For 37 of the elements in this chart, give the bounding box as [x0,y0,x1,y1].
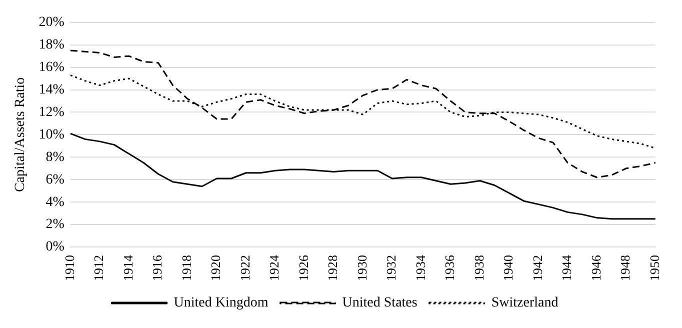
x-tick-label: 1914 [120,254,136,281]
y-axis-title: Capital/Assets Ratio [13,77,28,192]
x-tick-label: 1940 [500,255,516,281]
y-tick-label: 14% [38,82,65,98]
y-tick-label: 0% [46,240,65,255]
x-tick-label: 1932 [384,255,399,281]
y-tick-label: 4% [46,194,65,210]
line-series [70,50,656,178]
x-tick-label: 1924 [266,254,282,281]
x-tick-label: 1910 [62,255,77,281]
y-tick-label: 10% [38,127,65,142]
x-tick-label: 1946 [588,254,604,281]
x-tick-label: 1938 [471,255,486,281]
y-tick-label: 18% [38,38,65,53]
x-tick-label: 1944 [559,254,574,281]
y-tick-label: 12% [38,104,65,120]
x-tick-label: 1934 [412,254,428,281]
legend-label: Switzerland [491,296,558,311]
x-tick-label: 1948 [618,255,633,281]
legend-label: United States [342,296,418,311]
x-tick-label: 1950 [646,255,662,281]
x-tick-label: 1912 [91,255,106,281]
x-tick-label: 1942 [530,255,545,281]
x-tick-label: 1918 [178,255,194,281]
y-tick-label: 8% [46,150,65,165]
y-tick-label: 2% [46,217,65,232]
x-tick-label: 1916 [150,254,165,281]
y-tick-label: 6% [46,172,65,188]
x-tick-label: 1928 [325,255,340,281]
y-tick-label: 20% [38,15,65,30]
x-tick-label: 1920 [208,255,224,281]
legend-label: United Kingdom [174,296,268,311]
x-tick-label: 1922 [237,255,252,281]
x-tick-label: 1930 [354,255,370,281]
y-tick-label: 16% [38,60,65,75]
x-tick-label: 1926 [296,254,311,281]
x-tick-label: 1936 [442,254,458,281]
